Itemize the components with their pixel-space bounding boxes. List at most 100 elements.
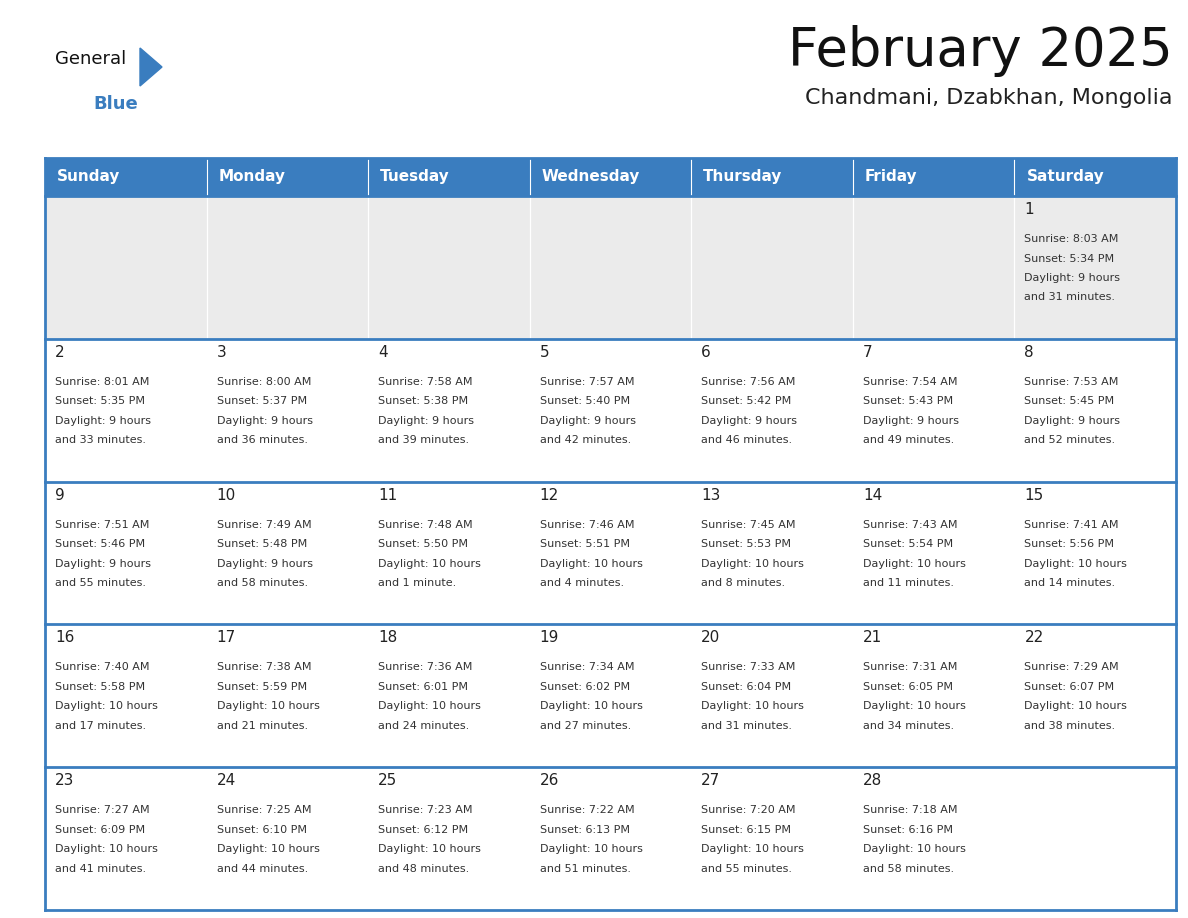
Text: 11: 11 [378,487,398,502]
Text: Daylight: 10 hours: Daylight: 10 hours [1024,558,1127,568]
Text: Sunrise: 7:45 AM: Sunrise: 7:45 AM [701,520,796,530]
Text: 3: 3 [216,345,227,360]
Text: Sunday: Sunday [57,170,120,185]
Text: 15: 15 [1024,487,1044,502]
Text: 9: 9 [55,487,65,502]
Text: 1: 1 [1024,202,1034,217]
Text: Sunrise: 8:01 AM: Sunrise: 8:01 AM [55,376,150,386]
Text: and 51 minutes.: and 51 minutes. [539,864,631,874]
Text: and 46 minutes.: and 46 minutes. [701,435,792,445]
Bar [1015,158,1176,196]
Bar [530,482,691,624]
Text: Sunset: 5:42 PM: Sunset: 5:42 PM [701,397,791,407]
Text: Daylight: 10 hours: Daylight: 10 hours [701,845,804,855]
Text: and 39 minutes.: and 39 minutes. [378,435,469,445]
Bar [207,624,368,767]
Bar [368,339,530,482]
Text: Daylight: 10 hours: Daylight: 10 hours [539,845,643,855]
Text: and 14 minutes.: and 14 minutes. [1024,578,1116,588]
Text: Sunset: 6:07 PM: Sunset: 6:07 PM [1024,682,1114,692]
Text: Sunrise: 7:36 AM: Sunrise: 7:36 AM [378,663,473,672]
Text: Daylight: 9 hours: Daylight: 9 hours [378,416,474,426]
Bar [45,767,207,910]
Text: Daylight: 9 hours: Daylight: 9 hours [216,558,312,568]
Bar [207,339,368,482]
Text: Sunset: 5:34 PM: Sunset: 5:34 PM [1024,253,1114,263]
Bar [853,339,1015,482]
Text: Daylight: 10 hours: Daylight: 10 hours [1024,701,1127,711]
Bar [207,196,368,339]
Text: Sunrise: 7:34 AM: Sunrise: 7:34 AM [539,663,634,672]
Text: Sunset: 5:48 PM: Sunset: 5:48 PM [216,539,307,549]
Text: Daylight: 10 hours: Daylight: 10 hours [701,701,804,711]
Text: Sunrise: 7:51 AM: Sunrise: 7:51 AM [55,520,150,530]
Text: Sunset: 5:58 PM: Sunset: 5:58 PM [55,682,145,692]
Text: and 36 minutes.: and 36 minutes. [216,435,308,445]
Text: Sunrise: 7:29 AM: Sunrise: 7:29 AM [1024,663,1119,672]
Text: Daylight: 10 hours: Daylight: 10 hours [862,558,966,568]
Text: Sunrise: 7:33 AM: Sunrise: 7:33 AM [701,663,796,672]
Text: Daylight: 10 hours: Daylight: 10 hours [378,845,481,855]
Text: Tuesday: Tuesday [380,170,450,185]
Text: and 27 minutes.: and 27 minutes. [539,721,631,731]
Bar [207,482,368,624]
Bar [368,624,530,767]
Text: Sunset: 5:56 PM: Sunset: 5:56 PM [1024,539,1114,549]
Text: Sunrise: 7:57 AM: Sunrise: 7:57 AM [539,376,634,386]
Bar [691,339,853,482]
Text: and 41 minutes.: and 41 minutes. [55,864,146,874]
Text: 17: 17 [216,631,236,645]
Text: and 49 minutes.: and 49 minutes. [862,435,954,445]
Text: Daylight: 10 hours: Daylight: 10 hours [216,701,320,711]
Bar [853,158,1015,196]
Text: Daylight: 10 hours: Daylight: 10 hours [378,701,481,711]
Bar [691,624,853,767]
Bar [530,767,691,910]
Text: and 17 minutes.: and 17 minutes. [55,721,146,731]
Bar [368,767,530,910]
Text: 24: 24 [216,773,236,789]
Text: Sunset: 6:04 PM: Sunset: 6:04 PM [701,682,791,692]
Text: Sunset: 5:54 PM: Sunset: 5:54 PM [862,539,953,549]
Text: 4: 4 [378,345,387,360]
Text: Daylight: 9 hours: Daylight: 9 hours [862,416,959,426]
Text: 14: 14 [862,487,883,502]
Text: Daylight: 10 hours: Daylight: 10 hours [539,701,643,711]
Text: 23: 23 [55,773,75,789]
Text: 22: 22 [1024,631,1044,645]
Text: Sunset: 6:13 PM: Sunset: 6:13 PM [539,824,630,834]
Bar [691,767,853,910]
Text: and 55 minutes.: and 55 minutes. [701,864,792,874]
Text: Daylight: 10 hours: Daylight: 10 hours [862,845,966,855]
Text: Sunrise: 8:03 AM: Sunrise: 8:03 AM [1024,234,1119,244]
Text: Sunset: 5:59 PM: Sunset: 5:59 PM [216,682,307,692]
Text: Sunset: 6:12 PM: Sunset: 6:12 PM [378,824,468,834]
Bar [45,158,207,196]
Text: Sunrise: 7:46 AM: Sunrise: 7:46 AM [539,520,634,530]
Text: and 1 minute.: and 1 minute. [378,578,456,588]
Text: Daylight: 10 hours: Daylight: 10 hours [701,558,804,568]
Text: Sunset: 5:35 PM: Sunset: 5:35 PM [55,397,145,407]
Text: and 24 minutes.: and 24 minutes. [378,721,469,731]
Text: Chandmani, Dzabkhan, Mongolia: Chandmani, Dzabkhan, Mongolia [805,88,1173,108]
Text: 6: 6 [701,345,712,360]
Text: 10: 10 [216,487,236,502]
Bar [691,158,853,196]
Text: Sunrise: 7:56 AM: Sunrise: 7:56 AM [701,376,796,386]
Text: Sunrise: 7:54 AM: Sunrise: 7:54 AM [862,376,958,386]
Bar [45,482,207,624]
Text: Sunset: 6:15 PM: Sunset: 6:15 PM [701,824,791,834]
Bar [368,158,530,196]
Text: and 4 minutes.: and 4 minutes. [539,578,624,588]
Text: 18: 18 [378,631,398,645]
Text: and 11 minutes.: and 11 minutes. [862,578,954,588]
Text: and 58 minutes.: and 58 minutes. [862,864,954,874]
Bar [368,196,530,339]
Text: Sunset: 6:05 PM: Sunset: 6:05 PM [862,682,953,692]
Bar [368,482,530,624]
Text: Sunrise: 7:49 AM: Sunrise: 7:49 AM [216,520,311,530]
Text: and 8 minutes.: and 8 minutes. [701,578,785,588]
Text: 13: 13 [701,487,721,502]
Text: and 21 minutes.: and 21 minutes. [216,721,308,731]
Bar [530,158,691,196]
